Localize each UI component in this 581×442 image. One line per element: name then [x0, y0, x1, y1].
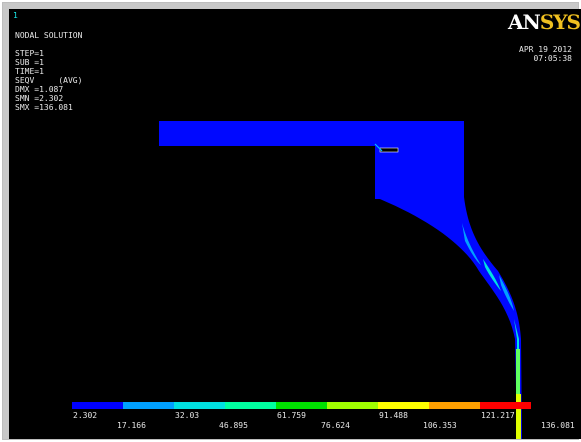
- info-result-type: SEQV (AVG): [15, 76, 83, 85]
- fe-model-contour-plot[interactable]: [9, 9, 581, 439]
- legend-label-top-5: 121.217: [481, 411, 515, 420]
- model-slot-hole: [379, 147, 399, 153]
- legend-color-box-6: [327, 402, 378, 409]
- timestamp: APR 19 2012 07:05:38: [519, 45, 572, 63]
- time-label: 07:05:38: [533, 54, 572, 63]
- legend-label-top-3: 61.759: [277, 411, 306, 420]
- graphics-viewport[interactable]: 1 NODAL SOLUTION STEP=1 SUB =1 TIME=1 SE…: [9, 9, 581, 439]
- legend-color-box-4: [225, 402, 276, 409]
- slot-edge-highlight: [374, 143, 383, 152]
- info-dmx: DMX =1.087: [15, 85, 64, 94]
- window-number: 1: [13, 11, 18, 20]
- legend-label-top-2: 32.03: [175, 411, 200, 420]
- stress-zone-6: [516, 394, 521, 439]
- legend-label-top-1: 2.302: [73, 411, 98, 420]
- legend-label-bottom-5: 136.081: [541, 421, 575, 430]
- legend-color-box-9: [480, 402, 531, 409]
- model-taper-body: [375, 197, 522, 439]
- legend-color-box-7: [378, 402, 429, 409]
- info-smx: SMX =136.081: [15, 103, 73, 112]
- legend-color-box-2: [123, 402, 174, 409]
- model-vertical-block: [375, 144, 464, 199]
- info-title: NODAL SOLUTION: [15, 31, 83, 40]
- legend-color-box-5: [276, 402, 327, 409]
- stress-zone-3: [499, 275, 514, 311]
- date-label: APR 19 2012: [519, 45, 572, 54]
- legend-label-bottom-1: 17.166: [117, 421, 146, 430]
- model-top-arm: [159, 121, 464, 146]
- legend-color-box-8: [429, 402, 480, 409]
- info-smn: SMN =2.302: [15, 94, 64, 103]
- legend-color-box-3: [174, 402, 225, 409]
- legend-color-box-1: [72, 402, 123, 409]
- info-step: STEP=1: [15, 49, 44, 58]
- legend-label-top-4: 91.488: [379, 411, 408, 420]
- legend-label-bottom-3: 76.624: [321, 421, 350, 430]
- stress-zone-5: [516, 349, 520, 394]
- ansys-logo: ANSYS: [508, 10, 581, 34]
- legend-label-bottom-2: 46.895: [219, 421, 248, 430]
- legend-label-bottom-4: 106.353: [423, 421, 457, 430]
- info-sub: SUB =1: [15, 58, 44, 67]
- info-time: TIME=1: [15, 67, 44, 76]
- stress-zone-2: [483, 259, 501, 291]
